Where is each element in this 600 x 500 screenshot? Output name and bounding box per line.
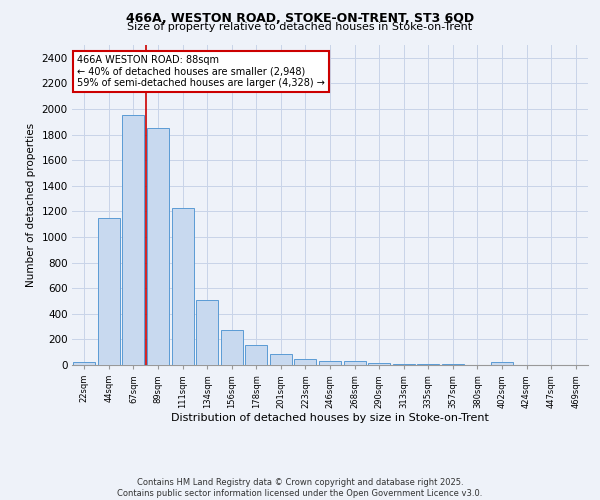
Bar	[491, 362, 513, 365]
Bar	[73, 362, 95, 365]
Bar	[98, 218, 120, 365]
X-axis label: Distribution of detached houses by size in Stoke-on-Trent: Distribution of detached houses by size …	[171, 414, 489, 424]
Bar	[172, 208, 194, 365]
Text: Size of property relative to detached houses in Stoke-on-Trent: Size of property relative to detached ho…	[127, 22, 473, 32]
Y-axis label: Number of detached properties: Number of detached properties	[26, 123, 36, 287]
Bar	[221, 330, 243, 365]
Text: 466A, WESTON ROAD, STOKE-ON-TRENT, ST3 6QD: 466A, WESTON ROAD, STOKE-ON-TRENT, ST3 6…	[126, 12, 474, 26]
Bar	[319, 360, 341, 365]
Text: 466A WESTON ROAD: 88sqm
← 40% of detached houses are smaller (2,948)
59% of semi: 466A WESTON ROAD: 88sqm ← 40% of detache…	[77, 54, 325, 88]
Bar	[344, 361, 365, 365]
Bar	[368, 363, 390, 365]
Bar	[417, 364, 439, 365]
Bar	[147, 128, 169, 365]
Bar	[196, 300, 218, 365]
Text: Contains HM Land Registry data © Crown copyright and database right 2025.
Contai: Contains HM Land Registry data © Crown c…	[118, 478, 482, 498]
Bar	[270, 354, 292, 365]
Bar	[392, 364, 415, 365]
Bar	[122, 116, 145, 365]
Bar	[245, 345, 268, 365]
Bar	[442, 364, 464, 365]
Bar	[295, 359, 316, 365]
